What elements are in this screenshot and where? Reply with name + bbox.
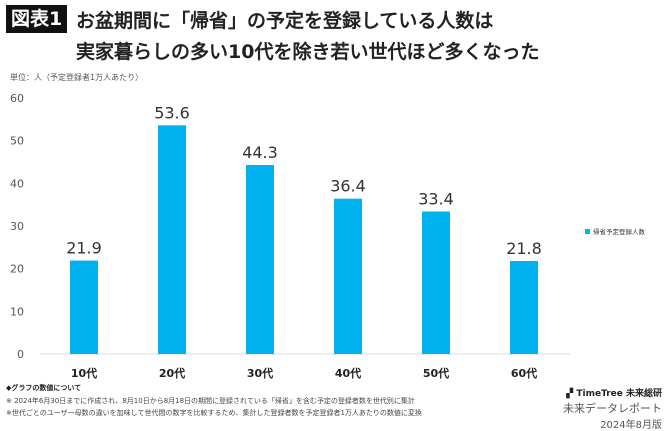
brand-subtitle: 未来データレポート <box>563 402 662 415</box>
x-tick-label: 20代 <box>159 366 185 380</box>
data-label: 36.4 <box>330 177 366 196</box>
note-1: ※ 2024年6月30日までに作成され、8月10日から8月18日の期間に登録され… <box>6 397 415 405</box>
data-label: 53.6 <box>154 103 190 122</box>
y-tick-label: 50 <box>10 135 24 148</box>
y-tick-label: 0 <box>17 348 24 361</box>
data-label: 21.9 <box>66 239 102 258</box>
note-2: ※世代ごとのユーザー母数の違いを加味して世代間の数字を比較するため、集計した登録… <box>6 409 422 417</box>
unit-label: 単位：人（予定登録者1万人あたり） <box>10 73 144 82</box>
title-line-2: 実家暮らしの多い10代を除き若い世代ほど多くなった <box>76 41 540 63</box>
x-tick-label: 60代 <box>511 366 537 380</box>
logo-icon: ▞ <box>566 389 577 399</box>
x-tick-label: 10代 <box>71 366 97 380</box>
bar-30代 <box>246 164 274 354</box>
legend-label: 帰省予定登録人数 <box>593 227 646 236</box>
x-tick-label: 50代 <box>423 366 449 380</box>
data-label: 33.4 <box>418 189 454 208</box>
x-tick-label: 40代 <box>335 366 361 380</box>
figure-badge: 図表1 <box>6 5 68 33</box>
bar-50代 <box>422 211 450 354</box>
y-tick-label: 20 <box>10 263 24 276</box>
y-tick-label: 60 <box>10 92 24 105</box>
y-tick-label: 10 <box>10 305 24 318</box>
bar-10代 <box>70 260 98 354</box>
data-label: 44.3 <box>242 143 278 162</box>
y-tick-label: 40 <box>10 177 24 190</box>
title-line-1: お盆期間に「帰省」の予定を登録している人数は <box>76 10 494 32</box>
brand-logo: ▞ TimeTree 未来総研 <box>566 389 662 399</box>
data-label: 21.8 <box>506 239 542 258</box>
brand-date: 2024年8月版 <box>600 420 662 431</box>
x-tick-label: 30代 <box>247 366 273 380</box>
bar-20代 <box>158 125 186 354</box>
bar-40代 <box>334 198 362 354</box>
legend-swatch <box>585 229 590 234</box>
y-tick-label: 30 <box>10 220 24 233</box>
bar-60代 <box>510 260 538 354</box>
note-title: ◆グラフの数値について <box>6 384 82 392</box>
